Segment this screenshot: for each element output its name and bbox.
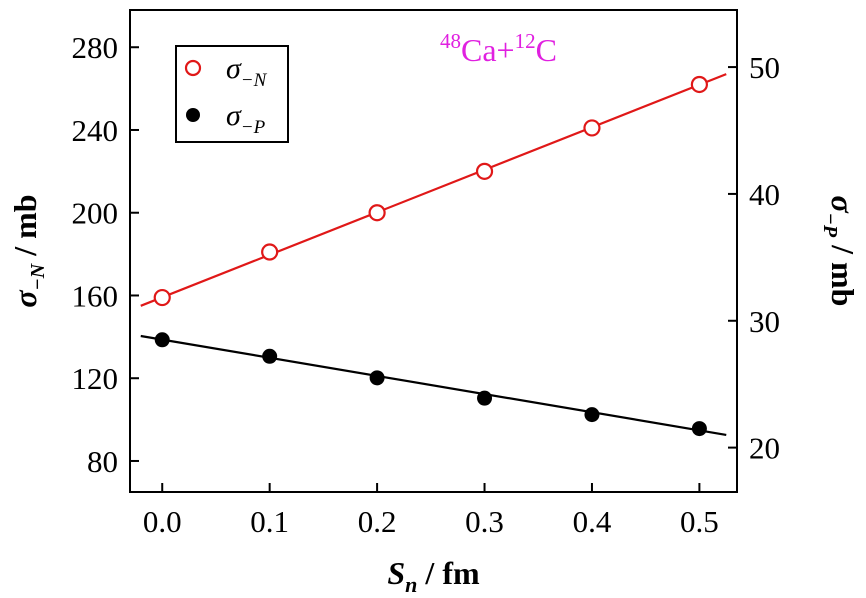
legend-marker (186, 108, 200, 122)
data-point (475, 162, 494, 180)
y-left-tick-label: 80 (87, 444, 118, 479)
data-points (153, 75, 708, 437)
x-tick-label: 0.5 (680, 504, 719, 539)
y-right-tick-label: 20 (749, 431, 780, 466)
x-tick-label: 0.0 (143, 504, 182, 539)
x-tick-label: 0.2 (358, 504, 397, 539)
annotation-text: Ca+ (461, 32, 515, 68)
reaction-annotation: 48Ca+12C (440, 29, 557, 68)
data-point (261, 243, 279, 261)
y-left-axis-label: σ−N / mb (7, 194, 49, 307)
x-axis-label: Sn / fm (387, 555, 480, 597)
legend-marker (184, 59, 202, 77)
y-right-tick-label: 30 (749, 304, 780, 339)
data-point (584, 407, 600, 423)
annotation-text: C (536, 32, 557, 68)
data-point (690, 75, 708, 94)
data-point (477, 390, 493, 406)
fit-line (140, 73, 727, 307)
y-left-tick-label: 200 (72, 196, 119, 231)
fit-lines (140, 73, 727, 437)
annotation-superscript: 12 (515, 29, 536, 53)
y-left-tick-label: 240 (72, 113, 119, 148)
data-point (262, 348, 278, 364)
axis-labels: Sn / fm σ−N / mb σ−P / mb (7, 194, 861, 597)
y-left-tick-label: 120 (72, 361, 119, 396)
data-point (153, 288, 171, 307)
legend-label: σ−P (226, 99, 266, 138)
annotation-superscript: 48 (440, 29, 461, 53)
legend: σ−N σ−P (175, 45, 289, 143)
data-point (369, 370, 385, 386)
legend-label: σ−N (226, 52, 268, 91)
y-right-tick-label: 50 (749, 50, 780, 85)
axis-ticks: 0.0 0.1 0.2 0.3 0.4 0.5 80 120 160 200 240 280 20 30 4… (72, 30, 781, 539)
fit-line (140, 334, 727, 437)
data-point (583, 119, 601, 137)
y-left-tick-label: 280 (72, 30, 119, 65)
x-tick-label: 0.3 (465, 504, 504, 539)
data-point (368, 204, 386, 222)
y-right-tick-label: 40 (749, 177, 780, 212)
x-tick-label: 0.4 (573, 504, 612, 539)
data-point (154, 332, 170, 348)
plot-frame (129, 9, 738, 493)
x-tick-label: 0.1 (250, 504, 289, 539)
y-left-tick-label: 160 (72, 278, 119, 313)
y-right-axis-label: σ−P / mb (819, 196, 861, 307)
data-point (691, 421, 707, 437)
